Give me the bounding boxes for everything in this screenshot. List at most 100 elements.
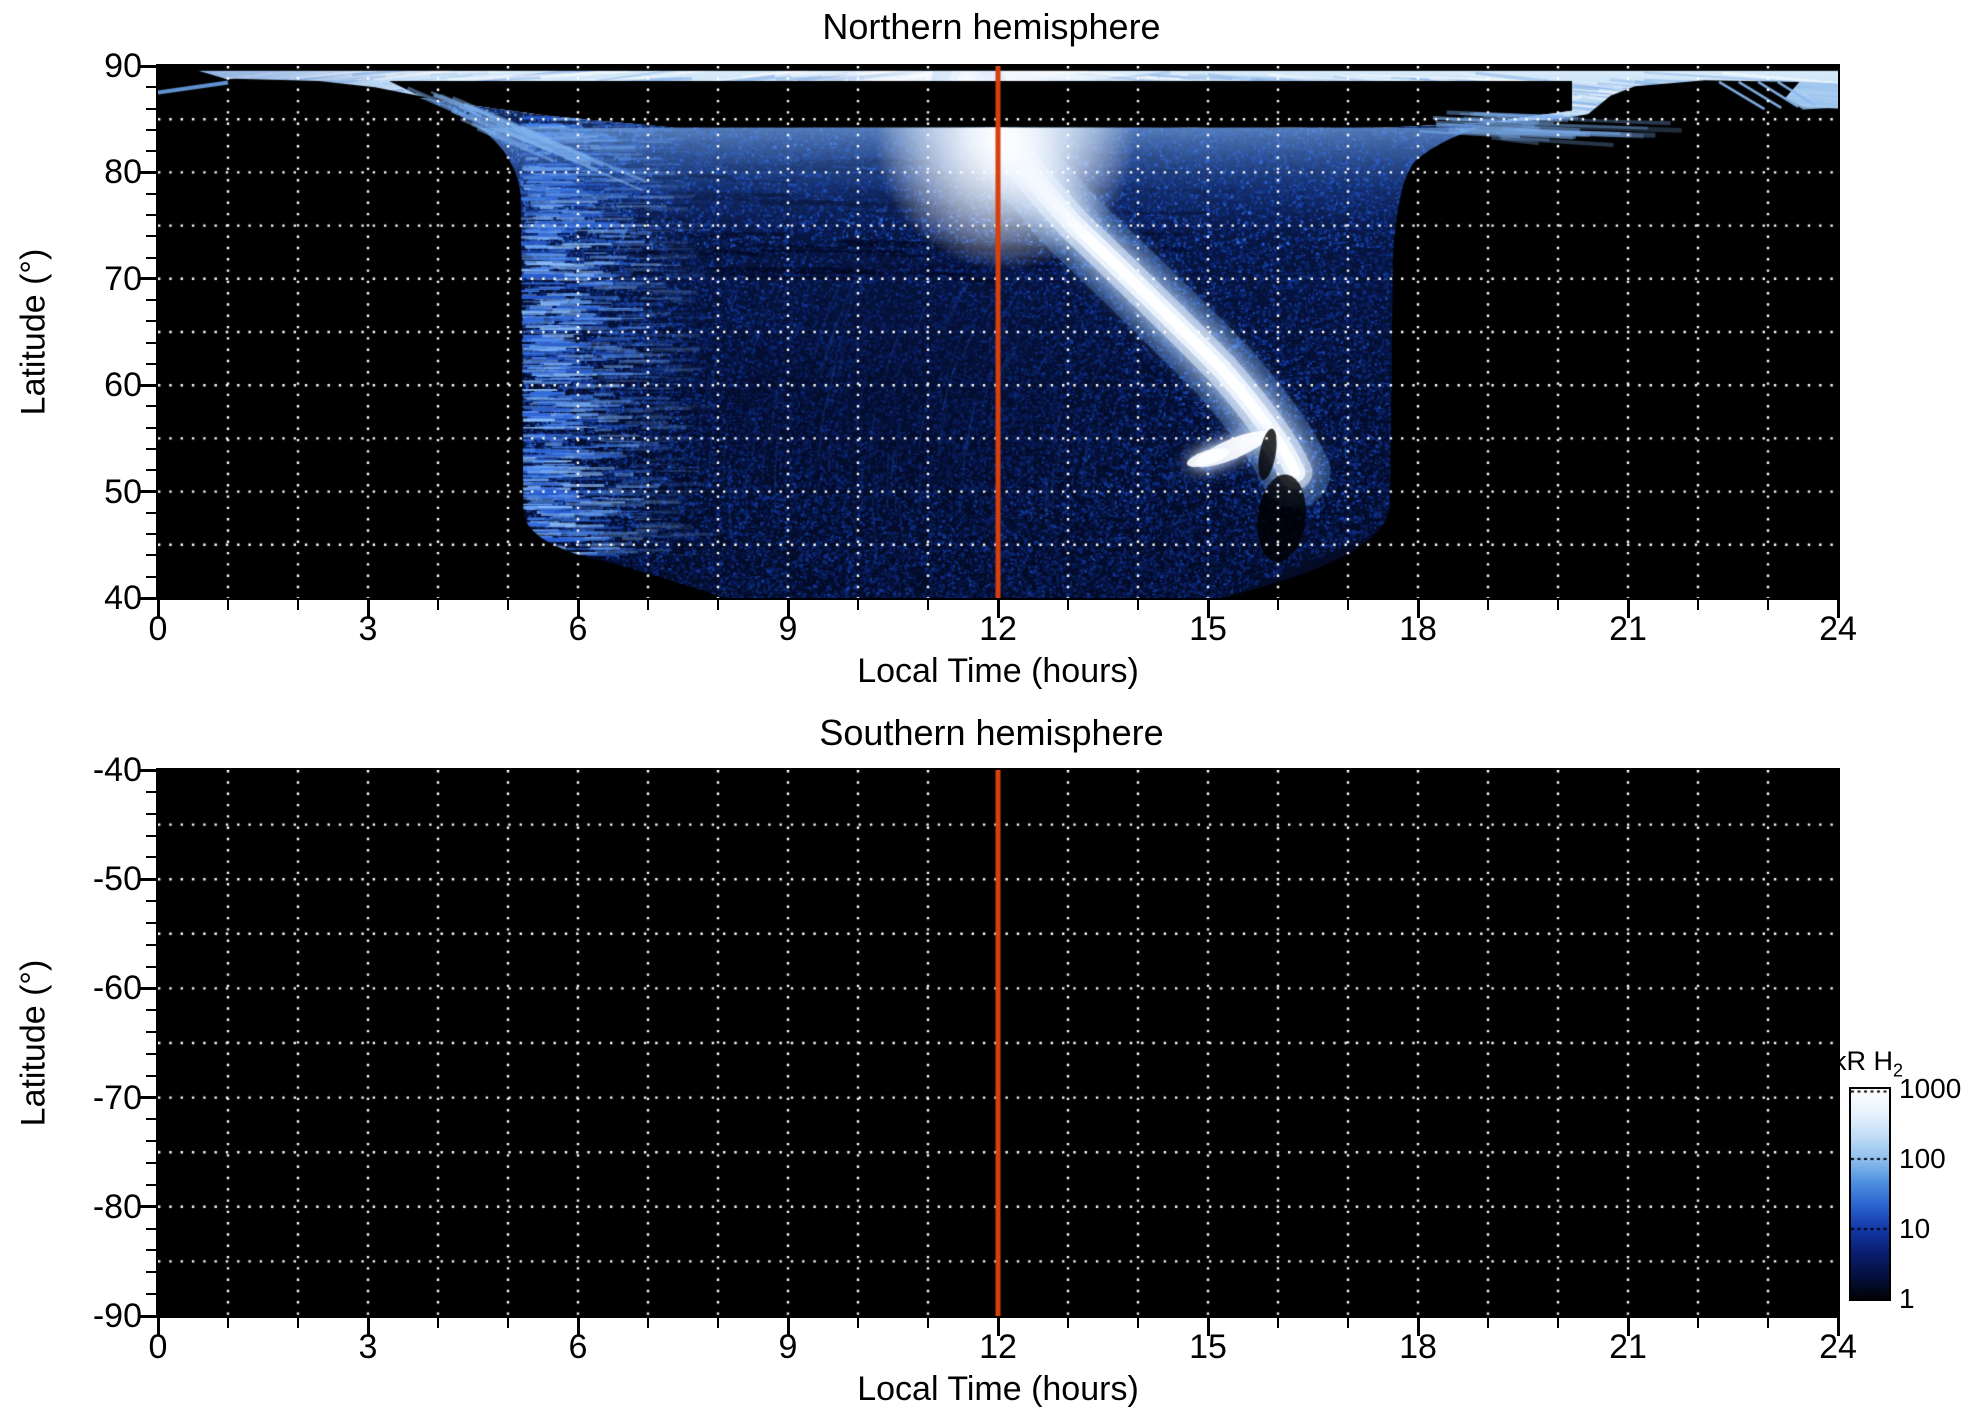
- y-tick-label: -90: [92, 1297, 142, 1335]
- x-major-tick: [996, 600, 1000, 618]
- x-major-tick: [1206, 1318, 1210, 1336]
- south-panel-title: Southern hemisphere: [819, 712, 1164, 753]
- y-minor-tick: [146, 1009, 156, 1012]
- colorbar: [1849, 1087, 1891, 1301]
- y-major-tick: [138, 277, 156, 281]
- y-major-tick: [138, 986, 156, 990]
- x-minor-tick: [437, 600, 439, 610]
- x-tick-label: 15: [1189, 1328, 1227, 1366]
- y-minor-tick: [146, 341, 156, 344]
- y-minor-tick: [146, 405, 156, 408]
- y-minor-tick: [146, 362, 156, 365]
- x-minor-tick: [1067, 600, 1069, 610]
- y-tick-label: 70: [104, 259, 142, 298]
- x-tick-label: 6: [568, 1328, 588, 1366]
- x-minor-tick: [717, 1318, 719, 1328]
- y-tick-label: 40: [104, 579, 142, 617]
- y-minor-tick: [146, 1271, 156, 1274]
- x-tick-label: 18: [1399, 610, 1437, 648]
- y-tick-label: -40: [92, 751, 142, 789]
- x-tick-label: 3: [358, 610, 378, 648]
- y-minor-tick: [146, 299, 156, 302]
- x-tick-label: 0: [148, 610, 168, 648]
- y-tick-label: 60: [104, 366, 142, 405]
- y-minor-tick: [146, 1140, 156, 1143]
- y-major-tick: [138, 490, 156, 494]
- y-minor-tick: [146, 426, 156, 429]
- y-minor-tick: [146, 256, 156, 259]
- y-minor-tick: [146, 448, 156, 451]
- y-tick-label: 50: [104, 472, 142, 511]
- y-minor-tick: [146, 192, 156, 195]
- x-tick-label: 15: [1189, 610, 1227, 648]
- y-minor-tick: [146, 965, 156, 968]
- y-minor-tick: [146, 554, 156, 557]
- y-major-tick: [138, 1314, 156, 1318]
- y-minor-tick: [146, 1052, 156, 1055]
- x-minor-tick: [647, 600, 649, 610]
- x-major-tick: [1416, 600, 1420, 618]
- x-major-tick: [576, 1318, 580, 1336]
- x-minor-tick: [297, 1318, 299, 1328]
- colorbar-title-sub: 2: [1893, 1060, 1904, 1081]
- y-tick-label: 90: [104, 47, 142, 85]
- x-major-tick: [156, 1318, 160, 1336]
- x-tick-label: 12: [979, 610, 1017, 648]
- y-minor-tick: [146, 943, 156, 946]
- x-major-tick: [156, 600, 160, 618]
- x-major-tick: [366, 600, 370, 618]
- y-minor-tick: [146, 856, 156, 859]
- x-minor-tick: [1767, 600, 1769, 610]
- x-minor-tick: [647, 1318, 649, 1328]
- x-tick-label: 9: [778, 610, 798, 648]
- y-tick-label: 80: [104, 153, 142, 192]
- colorbar-title-main: kR H: [1833, 1046, 1893, 1076]
- x-minor-tick: [1347, 600, 1349, 610]
- y-minor-tick: [146, 1293, 156, 1296]
- y-minor-tick: [146, 213, 156, 216]
- y-minor-tick: [146, 86, 156, 89]
- x-tick-label: 24: [1819, 610, 1857, 648]
- y-minor-tick: [146, 1074, 156, 1077]
- y-tick-label: -80: [92, 1187, 142, 1226]
- x-minor-tick: [1137, 600, 1139, 610]
- y-tick-label: -50: [92, 860, 142, 899]
- north-x-axis-title: Local Time (hours): [857, 652, 1139, 690]
- y-minor-tick: [146, 1249, 156, 1252]
- y-major-tick: [138, 1205, 156, 1209]
- y-minor-tick: [146, 533, 156, 536]
- north-heatmap-canvas: [158, 66, 1838, 598]
- x-major-tick: [786, 600, 790, 618]
- x-major-tick: [996, 1318, 1000, 1336]
- y-minor-tick: [146, 320, 156, 323]
- y-minor-tick: [146, 107, 156, 110]
- y-major-tick: [138, 170, 156, 174]
- y-tick-label: -60: [92, 969, 142, 1008]
- x-minor-tick: [297, 600, 299, 610]
- x-minor-tick: [927, 1318, 929, 1328]
- x-major-tick: [1626, 600, 1630, 618]
- x-tick-label: 24: [1819, 1328, 1857, 1366]
- x-minor-tick: [1347, 1318, 1349, 1328]
- y-major-tick: [138, 768, 156, 772]
- y-major-tick: [138, 383, 156, 387]
- y-major-tick: [138, 64, 156, 68]
- y-major-tick: [138, 1096, 156, 1100]
- x-minor-tick: [1277, 1318, 1279, 1328]
- x-minor-tick: [227, 600, 229, 610]
- x-minor-tick: [507, 1318, 509, 1328]
- x-minor-tick: [437, 1318, 439, 1328]
- y-tick-label: -70: [92, 1078, 142, 1117]
- y-minor-tick: [146, 900, 156, 903]
- x-major-tick: [1836, 600, 1840, 618]
- y-minor-tick: [146, 1031, 156, 1034]
- x-minor-tick: [857, 1318, 859, 1328]
- x-minor-tick: [1487, 1318, 1489, 1328]
- x-minor-tick: [1277, 600, 1279, 610]
- x-tick-label: 0: [148, 1328, 168, 1366]
- x-major-tick: [1626, 1318, 1630, 1336]
- y-minor-tick: [146, 812, 156, 815]
- x-tick-label: 3: [358, 1328, 378, 1366]
- y-minor-tick: [146, 1118, 156, 1121]
